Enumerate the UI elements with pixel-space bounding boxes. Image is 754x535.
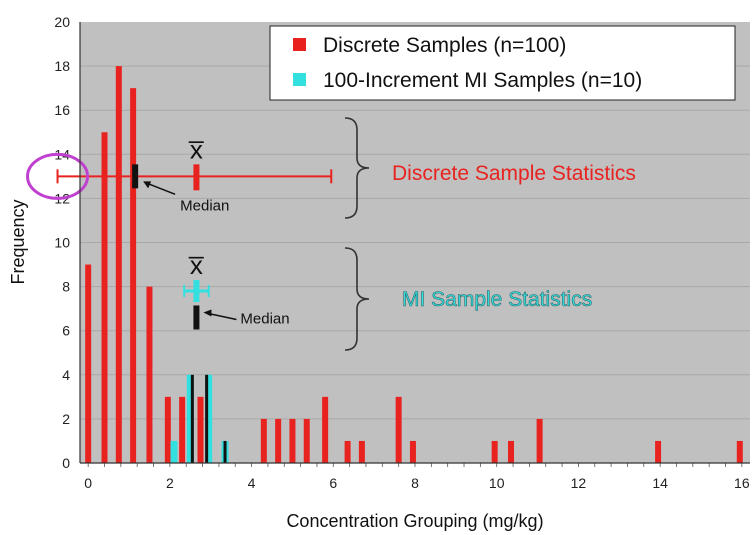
x-tick-label: 16 [734,475,750,491]
highlight-ellipse [26,152,90,200]
y-tick-label: 0 [62,455,70,471]
discrete-bar [179,396,186,463]
legend-label-mi: 100-Increment MI Samples (n=10) [323,69,642,92]
discrete-mean-symbol: x̅ [188,134,204,164]
mi-bar [205,374,213,463]
legend-label-discrete: Discrete Samples (n=100) [323,34,566,57]
discrete-bar [289,418,296,463]
discrete-median-arrowhead [143,181,152,189]
discrete-bar [344,440,351,463]
x-tick-label: 4 [248,475,256,491]
legend-box [269,25,736,101]
mi-stats-label: MI Sample Statistics [402,288,592,311]
discrete-mean-marker [193,164,200,191]
x-tick-label: 8 [411,475,419,491]
discrete-bar [130,88,137,464]
discrete-bar [275,418,282,463]
discrete-bar [536,418,543,463]
mi-stats-brace [344,247,370,351]
discrete-median-marker [132,164,139,189]
legend-swatch-discrete [293,38,306,51]
y-tick-label: 18 [54,58,70,74]
black-bar [190,374,194,463]
mi-bar [186,374,194,463]
x-tick-label: 0 [84,475,92,491]
y-tick-label: 16 [54,102,70,118]
mi-bar [170,440,178,463]
mi-median-marker [193,305,200,330]
discrete-bar [101,132,108,463]
y-tick-label: 20 [54,14,70,30]
y-tick-label: 4 [62,367,70,383]
discrete-bar [655,440,662,463]
discrete-bar [164,396,171,463]
x-axis-label: Concentration Grouping (mg/kg) [286,511,543,531]
mi-median-arrowhead [203,309,212,317]
discrete-bar [409,440,416,463]
y-axis-label: Frequency [8,199,28,284]
discrete-bar [85,264,92,463]
x-tick-label: 14 [652,475,668,491]
discrete-bar [197,396,204,463]
mi-mean-marker [193,280,200,303]
black-bar [205,374,209,463]
x-axis-ticks: 0 2 4 6 8 10 12 14 16 [84,463,750,491]
black-bar [223,440,227,463]
discrete-median-label: Median [180,197,229,214]
discrete-stats-label: Discrete Sample Statistics [392,162,636,185]
annotations: x̅ Median x̅ Median [26,117,370,351]
x-tick-label: 2 [166,475,174,491]
discrete-bars [85,66,743,464]
x-tick-label: 12 [571,475,587,491]
x-tick-label: 10 [489,475,505,491]
discrete-bar [395,396,402,463]
discrete-median-arrow [146,182,176,196]
discrete-bar [322,396,329,463]
y-tick-label: 8 [62,279,70,295]
legend: Discrete Samples (n=100) 100-Increment M… [269,25,736,101]
mi-median-arrow [208,312,237,321]
y-tick-label: 10 [54,235,70,251]
y-tick-label: 6 [62,323,70,339]
discrete-bar [491,440,498,463]
discrete-bar [736,440,743,463]
discrete-bar [115,66,122,463]
discrete-bar [260,418,267,463]
discrete-bar [358,440,365,463]
mi-mean-symbol: x̅ [188,250,204,280]
mi-median-label: Median [240,310,289,327]
discrete-bar [146,286,153,463]
legend-swatch-mi [293,73,306,86]
x-tick-label: 6 [329,475,337,491]
y-tick-label: 2 [62,411,70,427]
black-bars [190,374,227,463]
discrete-bar [508,440,515,463]
discrete-stats-brace [344,117,370,219]
discrete-bar [303,418,310,463]
